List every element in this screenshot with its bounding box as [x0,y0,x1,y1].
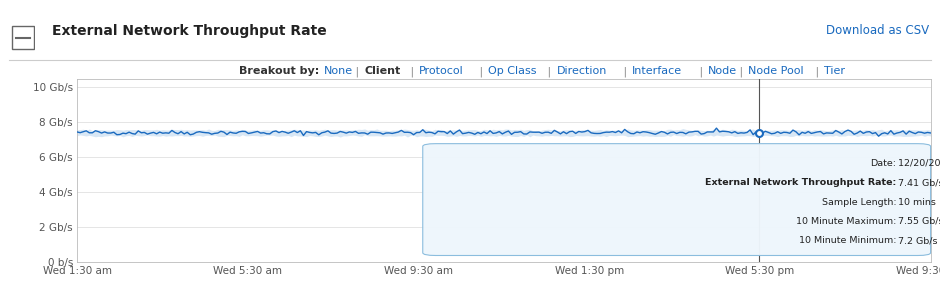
Text: |: | [696,66,706,77]
Text: |: | [812,66,822,77]
Text: Tier: Tier [823,66,845,76]
Text: 10 Minute Maximum:: 10 Minute Maximum: [796,217,897,226]
Text: External Network Throughput Rate:: External Network Throughput Rate: [705,178,897,187]
Text: Date:: Date: [870,159,897,168]
Text: Op Class: Op Class [488,66,537,76]
Text: Sample Length:: Sample Length: [822,198,897,207]
Text: Node: Node [708,66,737,76]
Text: |: | [407,66,417,77]
Text: |: | [476,66,486,77]
Text: Direction: Direction [556,66,607,76]
Text: Breakout by:: Breakout by: [240,66,320,76]
FancyBboxPatch shape [423,144,931,255]
Text: 10 mins: 10 mins [898,198,936,207]
Text: Interface: Interface [632,66,682,76]
Text: |: | [352,66,363,77]
Text: |: | [736,66,746,77]
Text: Protocol: Protocol [419,66,464,76]
Text: 7.41 Gb/s: 7.41 Gb/s [898,178,940,187]
Text: External Network Throughput Rate: External Network Throughput Rate [52,24,326,38]
Text: 12/20/2023, 12:30 pm (IST): 12/20/2023, 12:30 pm (IST) [898,159,940,168]
Text: None: None [324,66,353,76]
Text: |: | [620,66,631,77]
Text: Download as CSV: Download as CSV [825,24,929,37]
Text: 7.2 Gb/s: 7.2 Gb/s [898,236,938,245]
Text: |: | [544,66,555,77]
Text: 10 Minute Minimum:: 10 Minute Minimum: [799,236,897,245]
Bar [12,26,34,49]
Text: Node Pool: Node Pool [748,66,804,76]
Text: 7.55 Gb/s: 7.55 Gb/s [898,217,940,226]
Text: Client: Client [365,66,401,76]
